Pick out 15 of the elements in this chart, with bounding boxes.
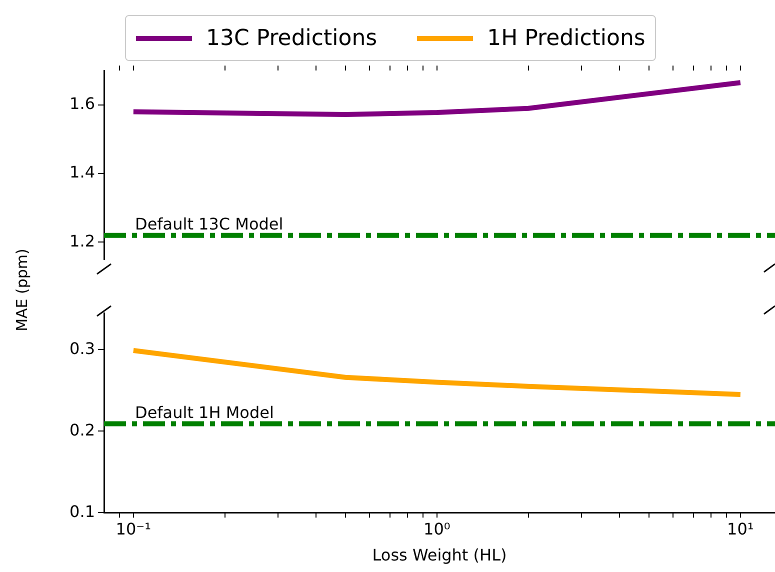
y-tick-label: 1.2: [70, 231, 95, 250]
y-tick-label: 1.4: [70, 162, 95, 182]
y-tick-label: 0.2: [70, 420, 95, 440]
legend-label: 13C Predictions: [206, 26, 378, 50]
ref-line-label: Default 13C Model: [135, 214, 284, 234]
x-tick-label: 10⁰: [424, 519, 450, 538]
y-tick-label: 0.1: [70, 502, 95, 521]
x-tick-label: 10¹: [727, 519, 754, 538]
ref-line-label: Default 1H Model: [135, 402, 274, 422]
x-tick-label: 10⁻¹: [116, 519, 152, 538]
legend-label: 1H Predictions: [487, 26, 646, 50]
y-tick-label: 0.3: [70, 338, 95, 358]
y-axis-title: MAE (ppm): [13, 248, 31, 332]
x-axis-title: Loss Weight (HL): [372, 546, 507, 565]
y-tick-label: 1.6: [70, 94, 95, 114]
